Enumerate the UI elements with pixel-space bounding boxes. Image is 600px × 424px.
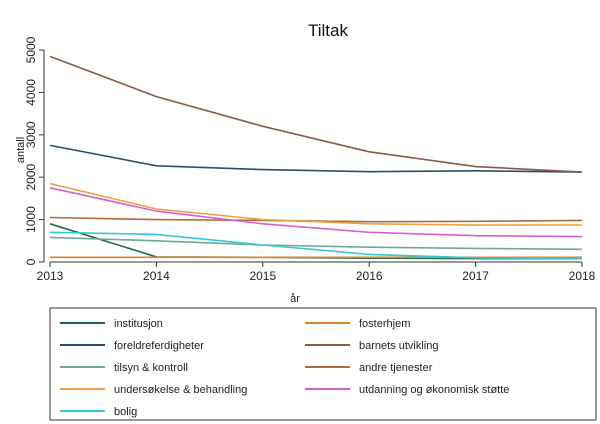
series-line-bolig bbox=[49, 231, 583, 260]
x-tick-label: 2018 bbox=[569, 269, 596, 283]
series-line-barnets-utvikling bbox=[49, 55, 583, 173]
legend-label-bolig: bolig bbox=[114, 406, 137, 418]
series-line-utdanning-og-økonomisk-støtte bbox=[49, 187, 583, 238]
legend-label-andre-tjenester: andre tjenester bbox=[359, 362, 433, 374]
legend-box bbox=[49, 307, 597, 421]
x-tick-label: 2014 bbox=[143, 269, 170, 283]
plot-area: 2013 2014 2015 2016 2017 2018 0 1000 2000 3000 400… bbox=[24, 36, 596, 283]
series-line-foreldreferdigheter bbox=[49, 144, 583, 173]
y-tick-label: 5000 bbox=[24, 36, 38, 63]
legend-label-utdanning-og-økonomisk-støtte: utdanning og økonomisk støtte bbox=[359, 384, 509, 396]
series-line-tilsyn-kontroll bbox=[49, 236, 583, 251]
legend: institusjon fosterhjem foreldreferdigheter… bbox=[49, 307, 597, 421]
x-tick-label: 2017 bbox=[462, 269, 489, 283]
x-axis-label: år bbox=[290, 293, 300, 305]
x-tick-label: 2013 bbox=[37, 269, 64, 283]
x-tick-label: 2016 bbox=[356, 269, 383, 283]
legend-label-tilsyn-kontroll: tilsyn & kontroll bbox=[114, 362, 188, 374]
y-tick-label: 3000 bbox=[24, 121, 38, 148]
legend-label-foreldreferdigheter: foreldreferdigheter bbox=[114, 340, 204, 352]
chart-title: Tiltak bbox=[308, 21, 348, 40]
legend-label-fosterhjem: fosterhjem bbox=[359, 318, 410, 330]
y-tick-label: 2000 bbox=[24, 164, 38, 191]
series-line-undersøkelse-behandling bbox=[49, 182, 582, 226]
y-tick-label: 1000 bbox=[24, 206, 38, 233]
legend-label-undersøkelse-behandling: undersøkelse & behandling bbox=[114, 384, 247, 396]
y-tick-label: 4000 bbox=[24, 79, 38, 106]
y-tick-label: 0 bbox=[24, 258, 38, 265]
legend-label-barnets-utvikling: barnets utvikling bbox=[359, 340, 439, 352]
legend-label-institusjon: institusjon bbox=[114, 318, 163, 330]
y-axis-label: antall bbox=[15, 137, 27, 163]
series-line-institusjon bbox=[49, 223, 582, 260]
x-tick-label: 2015 bbox=[249, 269, 276, 283]
